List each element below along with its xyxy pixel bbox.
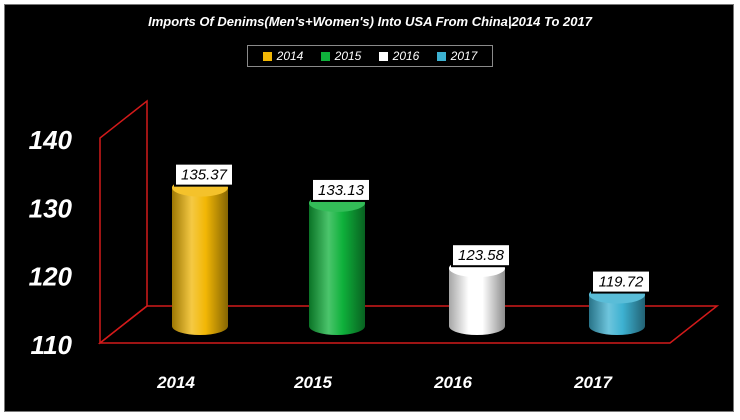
bar-2016	[449, 259, 505, 335]
x-tick-label: 2017	[573, 373, 613, 392]
bar-body	[449, 268, 505, 335]
data-label-2015: 133.13	[311, 177, 371, 202]
bar-body	[589, 294, 645, 335]
x-tick-label: 2014	[156, 373, 195, 392]
data-label-box	[591, 269, 651, 294]
data-label-text: 133.13	[318, 182, 365, 199]
legend-label-2017: 2017	[450, 49, 478, 63]
side-wall	[99, 99, 148, 345]
y-tick-label: 140	[29, 125, 73, 155]
legend-item-2014: 2014	[262, 49, 304, 63]
legend-swatch-2015	[320, 51, 330, 61]
data-label-text: 119.72	[599, 274, 644, 291]
legend-swatch-2017	[436, 51, 446, 61]
data-label-2017: 119.72	[591, 269, 651, 294]
x-tick-label: 2015	[293, 373, 332, 392]
data-label-text: 123.58	[458, 247, 505, 264]
legend-item-2017: 2017	[436, 49, 478, 63]
floor	[97, 305, 720, 344]
data-label-box	[311, 177, 371, 202]
legend-item-2016: 2016	[378, 49, 420, 63]
legend-item-2015: 2015	[320, 49, 362, 63]
chart-title: Imports Of Denims(Men's+Women's) Into US…	[148, 14, 592, 29]
legend: 2014 2015 2016 2017	[247, 45, 493, 67]
data-label-box	[174, 162, 234, 187]
legend-swatch-2016	[378, 51, 388, 61]
legend-label-2014: 2014	[276, 49, 304, 63]
data-label-2014: 135.37	[174, 162, 234, 187]
bar-2014	[172, 178, 228, 335]
data-label-text: 135.37	[181, 167, 228, 184]
data-label-2016: 123.58	[451, 243, 511, 268]
y-tick-label: 110	[31, 330, 73, 360]
chart-frame	[4, 4, 734, 412]
y-tick-label: 130	[29, 193, 73, 223]
legend-label-2015: 2015	[334, 49, 362, 63]
bar-body	[309, 202, 365, 335]
x-tick-label: 2016	[433, 373, 472, 392]
y-tick-label: 120	[29, 262, 73, 292]
data-label-box	[451, 243, 511, 268]
legend-label-2016: 2016	[392, 49, 420, 63]
bar-body	[172, 187, 228, 335]
legend-swatch-2014	[262, 51, 272, 61]
bar-2015	[309, 193, 365, 335]
